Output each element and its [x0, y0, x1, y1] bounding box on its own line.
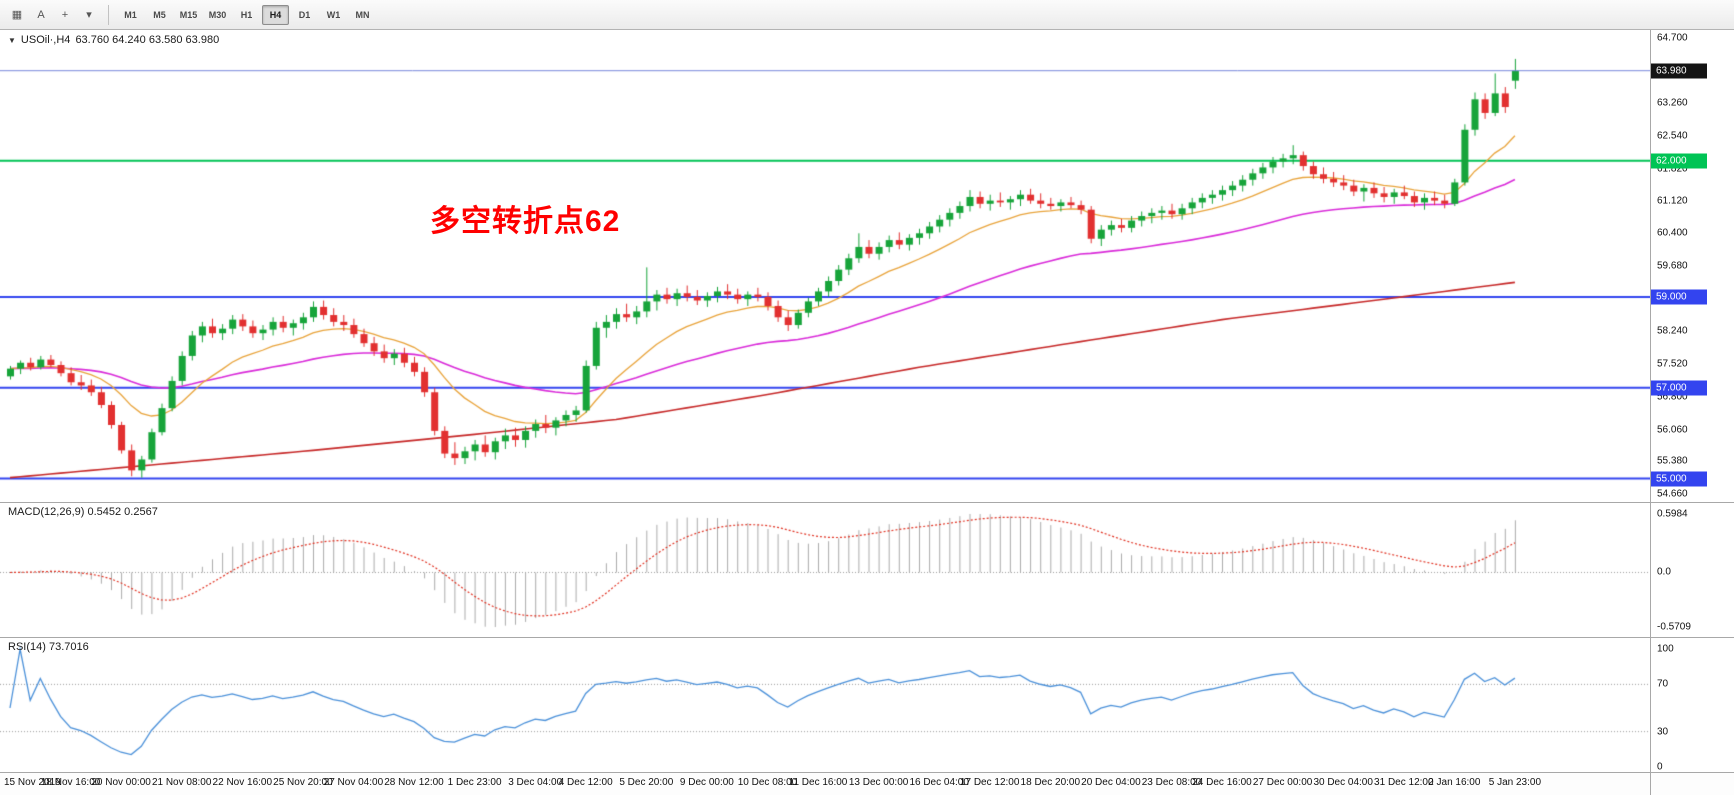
time-axis-label: 18 Dec 20:00 — [1020, 777, 1081, 788]
crosshair-icon[interactable]: + — [61, 8, 69, 21]
price-axis-divider — [1650, 30, 1651, 795]
time-axis-label: 10 Dec 08:00 — [737, 777, 798, 788]
time-axis-label: 20 Dec 04:00 — [1081, 777, 1141, 788]
time-axis-label: 1 Dec 23:00 — [447, 777, 502, 788]
panel-splitter[interactable] — [0, 502, 1734, 503]
price-axis-label: 63.260 — [1657, 97, 1688, 109]
timeframe-button-h1[interactable]: H1 — [240, 9, 253, 20]
time-axis-label: 27 Nov 04:00 — [323, 777, 384, 788]
time-axis-label: 3 Dec 04:00 — [508, 777, 563, 788]
rsi-panel: RSI(14) 73.7016 — [0, 637, 1734, 772]
text-tool-icon[interactable]: A — [37, 8, 45, 21]
time-axis-label: 16 Dec 04:00 — [909, 777, 969, 788]
timeframe-button-m1[interactable]: M1 — [124, 9, 137, 20]
time-axis-label: 23 Dec 08:00 — [1141, 777, 1202, 788]
time-axis-label: 27 Dec 00:00 — [1252, 777, 1313, 788]
macd-axis-label: -0.5709 — [1657, 621, 1691, 633]
timeframe-button-m15[interactable]: M15 — [179, 9, 198, 20]
price-axis-label: 64.700 — [1657, 32, 1688, 44]
price-badge: 55.000 — [1651, 471, 1707, 487]
price-axis-label: 56.060 — [1657, 424, 1688, 436]
time-axis-label: 9 Dec 00:00 — [679, 777, 734, 788]
toolbar-separator — [108, 4, 109, 25]
grid-icon[interactable]: ▦ — [11, 9, 23, 21]
time-axis-label: 15 Nov 2019 — [4, 777, 61, 788]
chart-legend: ▼ USOil·,H4 63.760 64.240 63.580 63.980 — [8, 34, 224, 46]
panel-splitter[interactable] — [0, 772, 1734, 773]
timeframe-button-m5[interactable]: M5 — [153, 9, 166, 20]
ohlc-values: 63.760 64.240 63.580 63.980 — [75, 34, 220, 46]
toolbar-icon-group: ▦ A + ▾ — [6, 5, 100, 25]
timeframe-button-w1[interactable]: W1 — [326, 9, 341, 20]
macd-label: MACD(12,26,9) 0.5452 0.2567 — [8, 506, 158, 518]
price-axis-label: 56.800 — [1657, 391, 1688, 403]
macd-panel: MACD(12,26,9) 0.5452 0.2567 — [0, 502, 1734, 637]
price-badge: 62.000 — [1651, 153, 1707, 169]
timeframe-button-mn[interactable]: MN — [355, 9, 370, 20]
time-axis: 15 Nov 2019 18 Nov 16:00 20 Nov 00:00 21 No… — [0, 772, 1734, 795]
time-axis-label: 4 Dec 12:00 — [558, 777, 613, 788]
timeframe-button-d1[interactable]: D1 — [298, 9, 311, 20]
price-axis-label: 61.820 — [1657, 163, 1688, 175]
rsi-label: RSI(14) 73.7016 — [8, 641, 89, 653]
time-axis-label: 20 Nov 00:00 — [91, 777, 151, 788]
price-axis-label: 57.520 — [1657, 358, 1688, 370]
price-axis-label: 58.240 — [1657, 325, 1688, 337]
toolbar: ▦ A + ▾ M1 M5 M15 M30 H1 H4 D1 W1 MN — [0, 0, 1734, 30]
price-badge: 63.980 — [1651, 63, 1707, 79]
time-axis-label: 11 Dec 16:00 — [788, 777, 848, 788]
time-axis-label: 30 Dec 04:00 — [1313, 777, 1373, 788]
time-axis-label: 21 Nov 08:00 — [151, 777, 212, 788]
timeframe-group: M1 M5 M15 M30 H1 H4 D1 W1 MN — [117, 4, 376, 25]
timeframe-button-h4[interactable]: H4 — [262, 4, 289, 25]
time-axis-label: 31 Dec 12:00 — [1374, 777, 1434, 788]
price-chart-canvas[interactable] — [0, 30, 1650, 502]
price-axis-label: 59.680 — [1657, 260, 1688, 272]
panel-splitter[interactable] — [0, 637, 1734, 638]
symbol-label: USOil·,H4 — [20, 34, 71, 46]
time-axis-label: 28 Nov 12:00 — [384, 777, 444, 788]
time-axis-label: 13 Dec 00:00 — [848, 777, 909, 788]
price-axis-label: 60.400 — [1657, 227, 1688, 239]
macd-canvas[interactable] — [0, 502, 1650, 637]
price-axis-label: 54.660 — [1657, 488, 1688, 500]
rsi-canvas[interactable] — [0, 637, 1650, 772]
price-badge: 59.000 — [1651, 289, 1707, 305]
macd-axis-label: 0.0 — [1657, 566, 1671, 578]
time-axis-label: 18 Nov 16:00 — [40, 777, 101, 788]
time-axis-label: 24 Dec 16:00 — [1192, 777, 1252, 788]
time-axis-label: 25 Nov 20:00 — [273, 777, 333, 788]
timeframe-button-m30[interactable]: M30 — [208, 9, 227, 20]
price-badge: 57.000 — [1651, 380, 1707, 396]
style-dropdown-icon[interactable]: ▾ — [86, 9, 92, 21]
annotation-text[interactable]: 多空转折点62 — [430, 205, 621, 238]
time-axis-label: 5 Jan 23:00 — [1488, 777, 1542, 788]
rsi-axis-label: 70 — [1657, 678, 1669, 690]
rsi-axis-label: 100 — [1657, 643, 1674, 655]
price-chart-panel: ▼ USOil·,H4 63.760 64.240 63.580 63.980 多空… — [0, 30, 1734, 502]
price-axis-label: 55.380 — [1657, 455, 1688, 467]
time-axis-label: 17 Dec 12:00 — [959, 777, 1020, 788]
time-axis-label: 5 Dec 20:00 — [619, 777, 674, 788]
rsi-axis-label: 30 — [1657, 726, 1669, 738]
price-axis-label: 61.120 — [1657, 195, 1688, 207]
time-axis-label: 2 Jan 16:00 — [1428, 777, 1481, 788]
collapse-triangle-icon[interactable]: ▼ — [8, 36, 16, 45]
rsi-axis-label: 0 — [1657, 761, 1663, 773]
time-axis-label: 22 Nov 16:00 — [212, 777, 273, 788]
macd-axis-label: 0.5984 — [1657, 508, 1688, 520]
price-axis-label: 62.540 — [1657, 130, 1688, 142]
